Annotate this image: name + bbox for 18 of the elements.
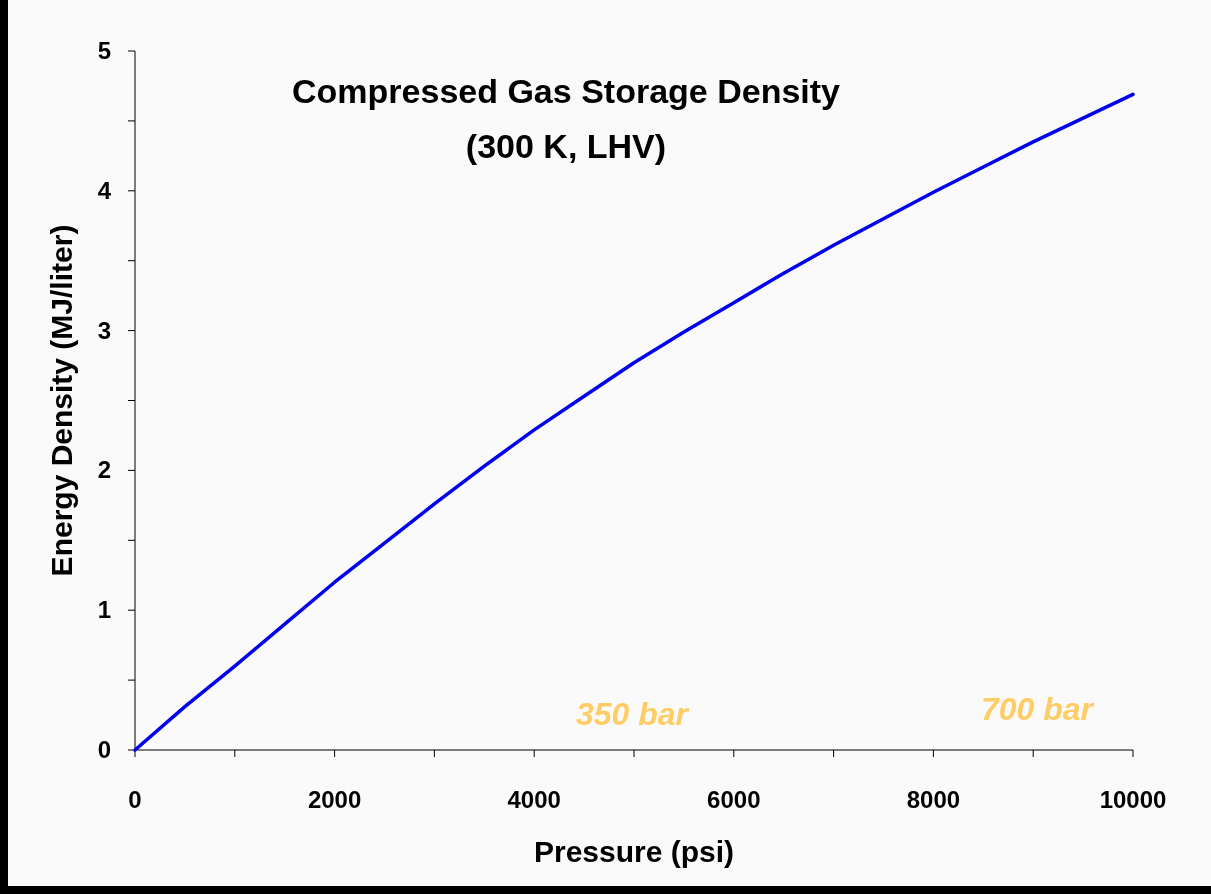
y-tick-label: 4	[97, 176, 112, 204]
annotation: 700 bar	[980, 691, 1095, 727]
x-tick-label: 8000	[906, 786, 961, 813]
x-tick-label: 4000	[507, 786, 561, 813]
y-tick-label: 5	[97, 37, 111, 64]
x-tick-label: 6000	[707, 786, 761, 813]
annotation: 350 bar	[575, 696, 690, 732]
x-tick-label: 2000	[307, 786, 362, 813]
x-axis-title: Pressure (psi)	[533, 835, 735, 868]
x-tick-label: 10000	[1099, 786, 1167, 813]
text: Compressed Gas Storage Density	[292, 72, 841, 110]
y-tick-label: 3	[97, 316, 111, 344]
y-tick-label: 0	[97, 736, 111, 763]
y-axis-title: Energy Density (MJ/liter)	[45, 224, 78, 577]
y-tick-label: 1	[97, 596, 111, 624]
x-tick-label: 0	[128, 786, 142, 813]
y-tick-label: 2	[97, 456, 111, 484]
text: (300 K, LHV)	[465, 127, 667, 165]
